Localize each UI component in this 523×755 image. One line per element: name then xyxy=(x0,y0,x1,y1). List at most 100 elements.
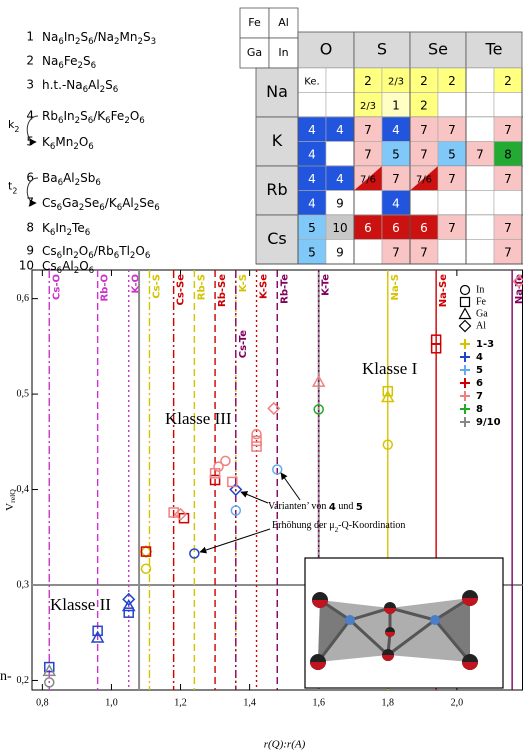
legend-label: In xyxy=(476,284,484,295)
table-cell xyxy=(466,117,494,142)
compound-formula: Ba6Al2Sb6 xyxy=(42,171,101,188)
row-label: Na xyxy=(266,82,288,101)
cell-label: 4 xyxy=(308,147,316,161)
legend-symbol xyxy=(461,298,470,307)
composition-label: Cs-Se xyxy=(176,274,187,306)
column-label: S xyxy=(377,40,387,59)
item-number: 9 xyxy=(26,244,34,258)
x-tick-label: 1,2 xyxy=(174,697,187,708)
compound-formula: Rb6In2S6/K6Fe2O6 xyxy=(42,109,145,126)
cell-label: 7 xyxy=(504,245,512,259)
corner-label: In xyxy=(278,46,288,59)
y-tick-label: 0,6 xyxy=(17,293,30,304)
cell-label: 4 xyxy=(336,172,344,186)
legend-symbol xyxy=(460,309,471,319)
table-cell xyxy=(466,166,494,191)
cropped-text: n- xyxy=(0,669,12,684)
cell-label: 9 xyxy=(336,196,344,210)
cell-label: 2/3 xyxy=(360,101,376,112)
legend-label: 4 xyxy=(476,352,483,363)
row-label: Rb xyxy=(266,180,287,199)
column-label: Te xyxy=(485,40,503,59)
table-cell xyxy=(494,93,522,118)
cell-label: 7 xyxy=(364,123,372,137)
cell-label: 4 xyxy=(392,123,400,137)
legend-label: 7 xyxy=(476,391,483,402)
cell-label: 10 xyxy=(332,221,347,235)
cell-label: 7 xyxy=(504,221,512,235)
cell-label: 4 xyxy=(308,172,316,186)
table-cell xyxy=(354,191,382,216)
table-cell xyxy=(466,191,494,216)
table-cell xyxy=(438,240,466,265)
composition-label: Cs-O xyxy=(51,274,62,300)
cell-label: 7 xyxy=(420,245,428,259)
annotation-arrow xyxy=(241,492,268,503)
compound-formula: h.t.-Na6Al2S6 xyxy=(42,78,118,95)
cell-label: 7 xyxy=(420,123,428,137)
table-cell xyxy=(466,68,494,93)
row-label: Cs xyxy=(267,229,287,248)
cell-label: 4 xyxy=(308,196,316,210)
y-tick-label: 0,5 xyxy=(17,388,30,399)
y-tick-label: 0,2 xyxy=(17,675,30,686)
legend-label: Ga xyxy=(476,308,488,319)
legend-symbol xyxy=(460,365,470,375)
table-cell xyxy=(466,93,494,118)
cell-label: 6 xyxy=(364,221,372,235)
legend-label: Fe xyxy=(476,296,487,307)
legend-label: 1-3 xyxy=(476,339,494,350)
table-cell xyxy=(354,240,382,265)
cell-label: 5 xyxy=(308,245,316,259)
composition-label: K-O xyxy=(131,274,142,294)
x-axis-label: r(Q):r(A) xyxy=(264,739,306,751)
compound-formula: Cs6In2O6/Rb6Tl2O6 xyxy=(42,244,150,261)
cell-label: 8 xyxy=(504,147,512,161)
legend-symbol xyxy=(460,378,470,388)
legend-symbol xyxy=(460,321,471,332)
item-number: 10 xyxy=(19,259,34,273)
annotation: Klasse II xyxy=(50,595,111,614)
item-number: 3 xyxy=(26,78,34,92)
corner-label: Fe xyxy=(248,16,261,29)
legend-label: 8 xyxy=(476,404,483,415)
inset-structure xyxy=(305,558,503,688)
item-number: 8 xyxy=(26,221,34,235)
cell-label: 5 xyxy=(308,221,316,235)
composition-label: Rb-Te xyxy=(279,274,290,304)
legend-symbol xyxy=(460,339,470,349)
table-cell xyxy=(326,93,354,118)
legend-label: 9/10 xyxy=(476,417,501,428)
composition-label: K-S xyxy=(238,274,249,292)
table-cell xyxy=(466,215,494,240)
cell-label: 2 xyxy=(504,74,512,88)
cell-label: 7 xyxy=(420,147,428,161)
data-point xyxy=(221,456,230,465)
legend-label: 5 xyxy=(476,365,483,376)
annotation: Erhöhung der μ2-Q-Koordination xyxy=(272,520,405,533)
cell-label: 1 xyxy=(392,98,400,112)
cell-label: 7 xyxy=(448,123,456,137)
column-label: Se xyxy=(428,40,448,59)
composition-label: Rb-Se xyxy=(217,274,228,307)
legend-label: 6 xyxy=(476,378,483,389)
x-tick-label: 1,0 xyxy=(105,697,118,708)
cell-label: 4 xyxy=(392,196,400,210)
cell-label: 7 xyxy=(504,172,512,186)
item-number: 1 xyxy=(26,30,34,44)
legend-symbol xyxy=(460,391,470,401)
data-point xyxy=(141,564,150,573)
annotation: Varianten’ von 4 und 5 xyxy=(268,501,363,513)
cell-label: 2/3 xyxy=(388,76,404,87)
item-number: 2 xyxy=(26,54,34,68)
compound-formula: Na6In2S6/Na2Mn2S3 xyxy=(42,30,156,47)
cell-label: 7 xyxy=(448,172,456,186)
cell-label: Ke. xyxy=(304,76,319,87)
cell-label: 7 xyxy=(476,147,484,161)
cell-label: 7 xyxy=(392,172,400,186)
cell-label: 9 xyxy=(336,245,344,259)
x-tick-label: 1,6 xyxy=(312,697,325,708)
cell-label: 6 xyxy=(420,221,428,235)
cell-label: 5 xyxy=(392,147,400,161)
figure: 0,81,01,21,41,61,82,00,20,30,40,50,6r(Q)… xyxy=(0,0,523,755)
